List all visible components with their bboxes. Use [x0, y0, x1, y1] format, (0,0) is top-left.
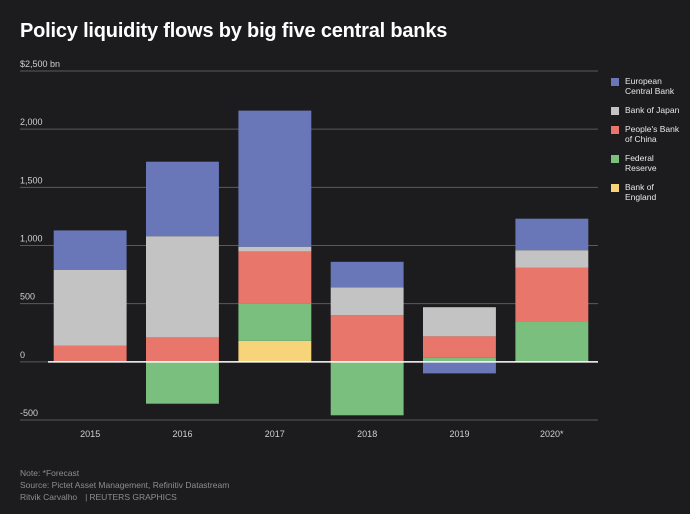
y-tick-label-3: 1,000 — [20, 234, 43, 244]
legend-label-boj: Bank of Japan — [625, 105, 680, 115]
bar-2018-series-3 — [330, 287, 404, 316]
bar-2017-series-4 — [238, 110, 312, 247]
y-tick-label-5: 0 — [20, 350, 25, 360]
footer-author: Ritvik Carvalho — [20, 492, 78, 502]
legend-swatch-fed — [611, 155, 619, 163]
bar-2015-series-4 — [53, 230, 127, 270]
bar-2019-series-4 — [423, 361, 496, 374]
bar-2019-series-3 — [423, 307, 496, 337]
legend-label-ecb: European Central Bank — [625, 76, 675, 96]
legend-item-boe: Bank of England — [611, 182, 686, 202]
bar-2018-series-1 — [330, 361, 404, 416]
y-tick-label-4: 500 — [20, 292, 35, 302]
footer-credit: Ritvik Carvalho | REUTERS GRAPHICS — [20, 491, 229, 503]
bar-2017-series-1 — [238, 303, 312, 341]
bar-2015-series-3 — [53, 269, 127, 346]
y-tick-label-1: 2,000 — [20, 117, 43, 127]
legend-swatch-boj — [611, 107, 619, 115]
legend-swatch-boe — [611, 184, 619, 192]
legend-item-pboc: People's Bank of China — [611, 124, 686, 144]
legend-swatch-pboc — [611, 126, 619, 134]
footer-brand: REUTERS GRAPHICS — [89, 492, 177, 502]
legend-item-fed: Federal Reserve — [611, 153, 686, 173]
bar-2019-series-2 — [423, 336, 496, 358]
bar-2020-series-4 — [515, 218, 589, 251]
footer-separator: | — [85, 492, 88, 502]
x-tick-label-1: 2016 — [172, 429, 192, 439]
footer-note: Note: *Forecast — [20, 468, 80, 478]
y-tick-label-0: $2,500 bn — [20, 59, 60, 69]
bar-2015-series-2 — [53, 345, 127, 362]
bar-2016-series-4 — [146, 161, 219, 237]
legend-label-fed: Federal Reserve — [625, 153, 657, 173]
legend-label-pboc: People's Bank of China — [625, 124, 680, 144]
chart-title: Policy liquidity flows by big five centr… — [20, 20, 448, 42]
footer-source: Source: Pictet Asset Management, Refinit… — [20, 480, 230, 490]
legend-label-boe: Bank of England — [625, 182, 657, 202]
bar-2017-series-3 — [238, 246, 312, 252]
bar-2016-series-2 — [146, 337, 219, 362]
x-tick-label-2: 2017 — [265, 429, 285, 439]
x-tick-label-0: 2015 — [80, 429, 100, 439]
bar-2019-series-1 — [423, 357, 496, 362]
legend-item-ecb: European Central Bank — [611, 76, 686, 96]
bar-2018-series-4 — [330, 261, 404, 288]
bar-2017-series-0 — [238, 340, 312, 362]
y-tick-label-2: 1,500 — [20, 175, 43, 185]
x-tick-label-4: 2019 — [449, 429, 469, 439]
x-tick-label-5: 2020* — [540, 429, 564, 439]
bar-2016-series-3 — [146, 236, 219, 338]
legend: European Central Bank Bank of Japan Peop… — [611, 76, 686, 211]
bar-2020-series-1 — [515, 321, 589, 362]
bar-2016-series-1 — [146, 361, 219, 404]
bar-2020-series-3 — [515, 250, 589, 268]
x-tick-label-3: 2018 — [357, 429, 377, 439]
footer: Note: *Forecast Source: Pictet Asset Man… — [20, 467, 229, 503]
bar-2020-series-2 — [515, 267, 589, 322]
bar-2018-series-2 — [330, 315, 404, 362]
legend-swatch-ecb — [611, 78, 619, 86]
legend-item-boj: Bank of Japan — [611, 105, 686, 115]
bar-2017-series-2 — [238, 251, 312, 304]
y-tick-label-6: -500 — [20, 408, 38, 418]
